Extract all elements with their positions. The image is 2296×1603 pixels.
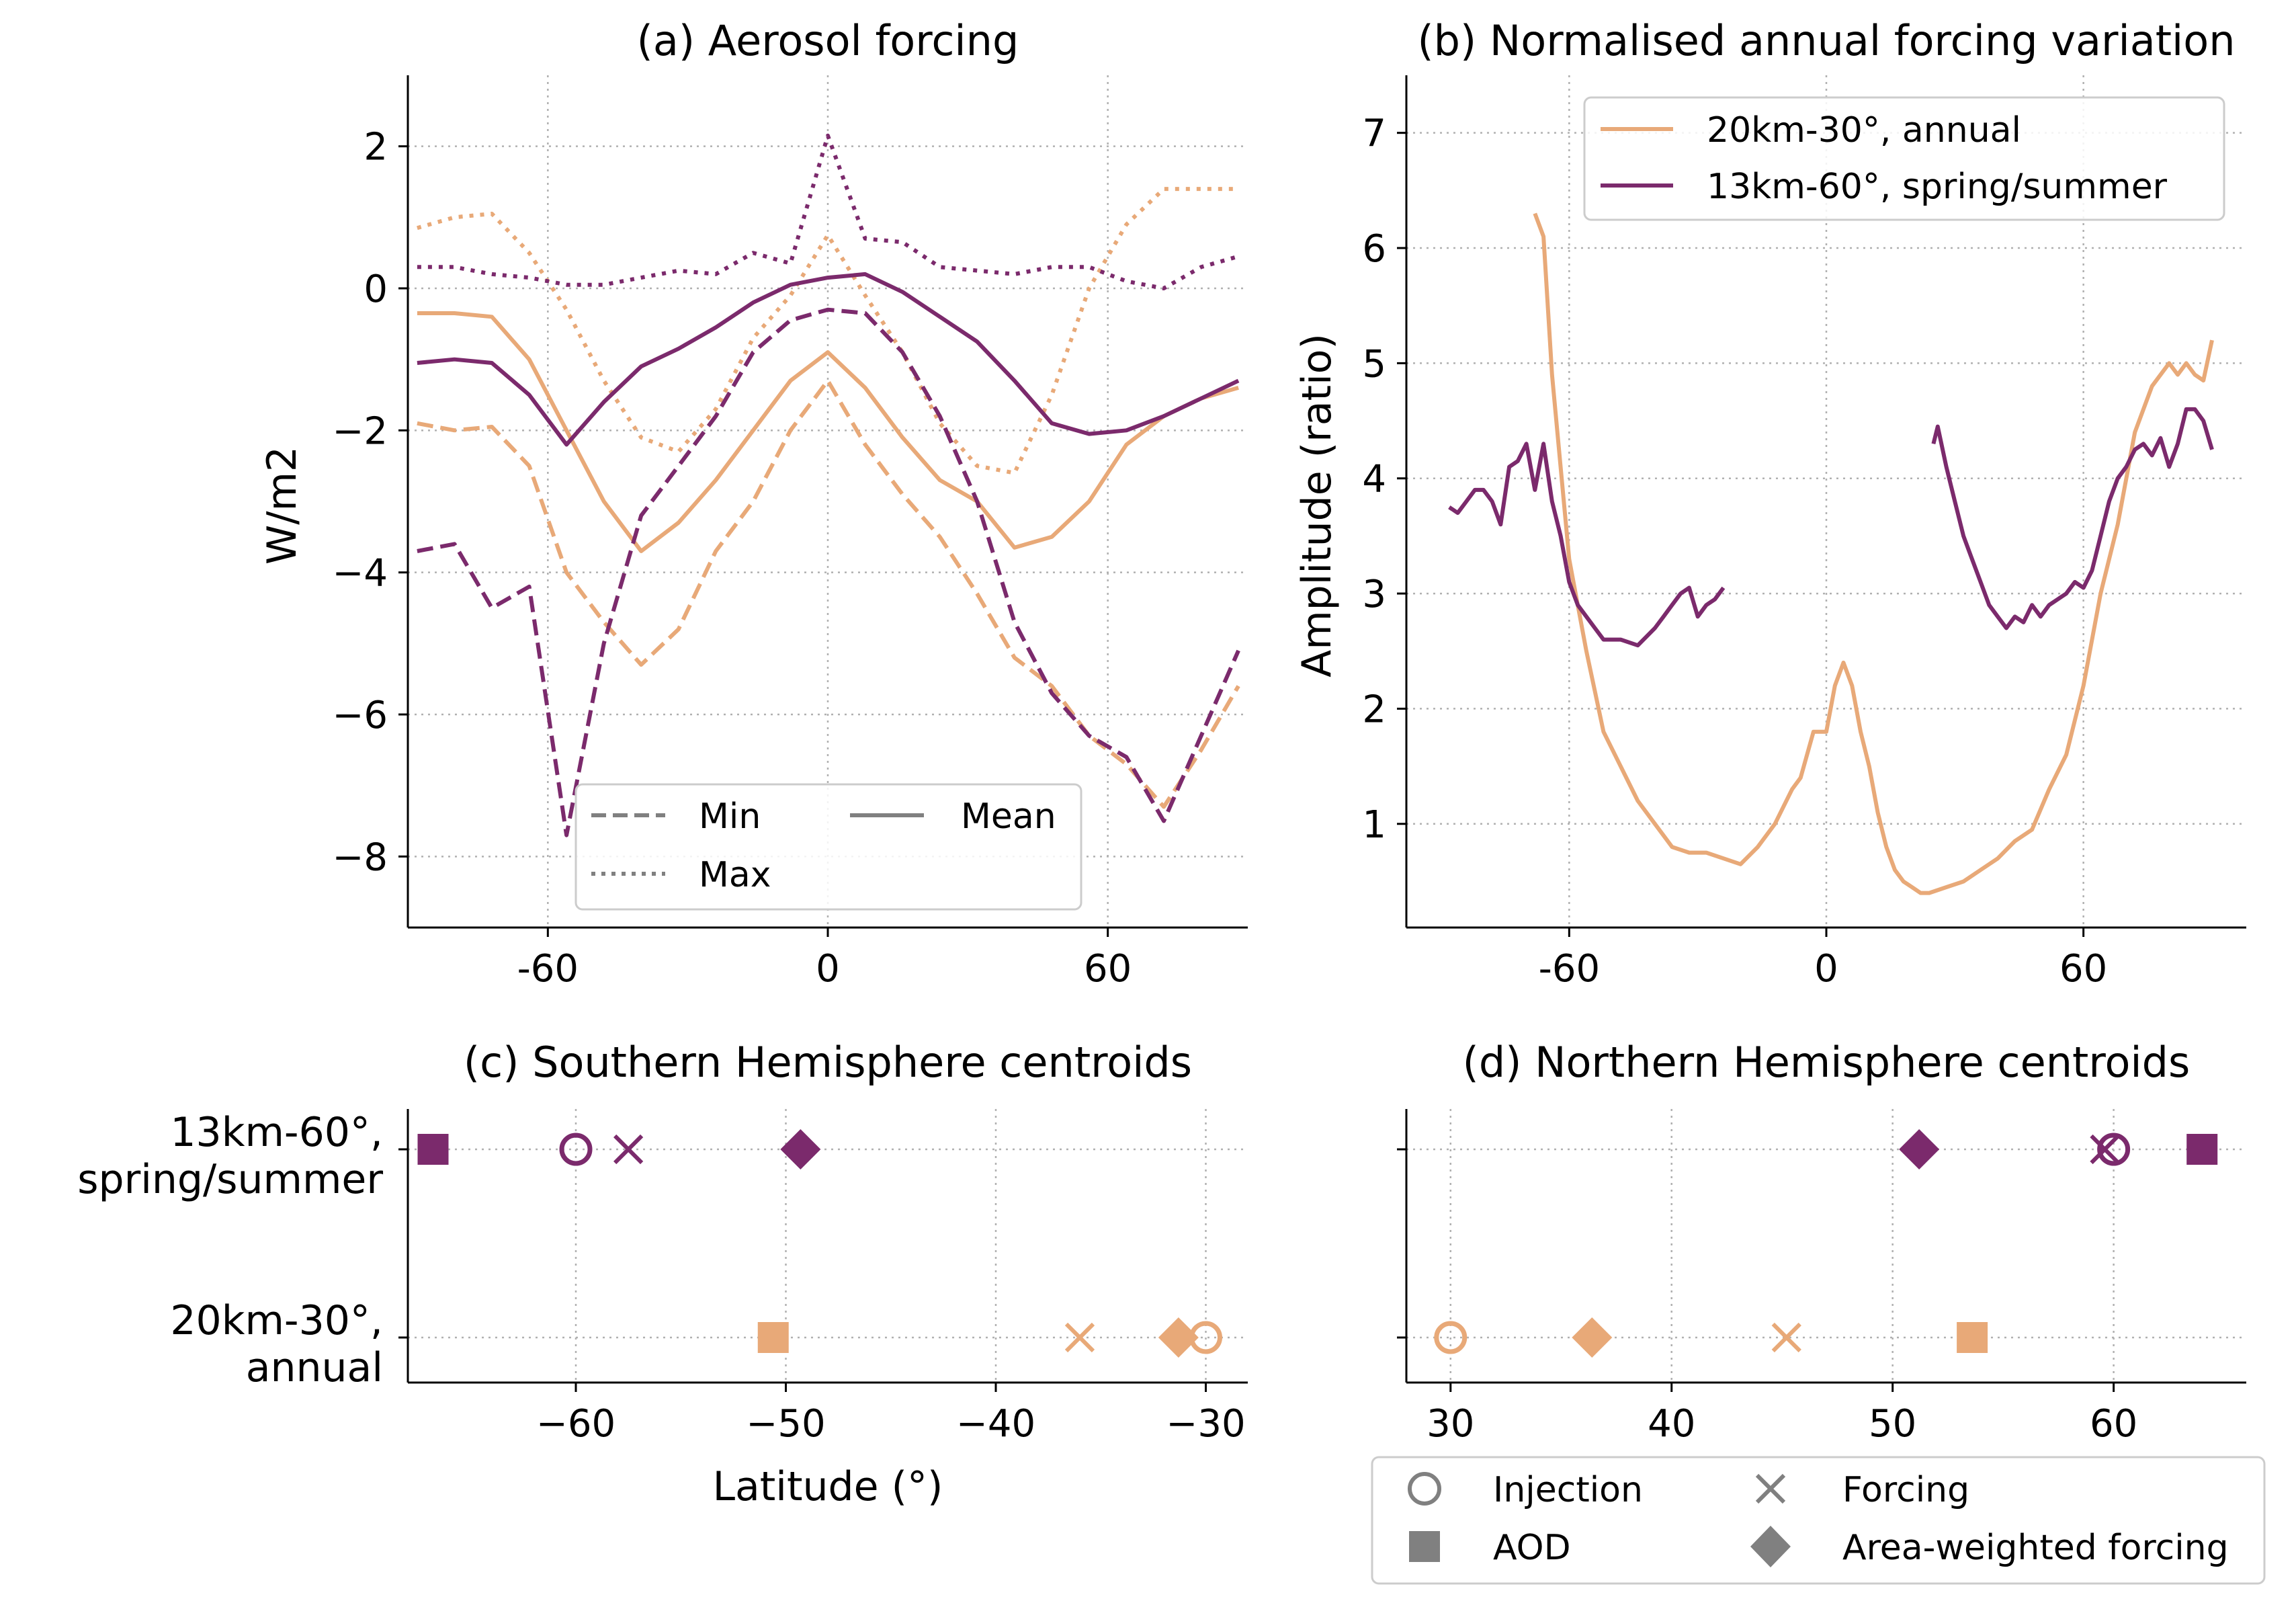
panel-b-title: (b) Normalised annual forcing variation	[1417, 16, 2235, 65]
marker-area-weighted-forcing	[1899, 1129, 1940, 1169]
panel-d-xtick-label: 60	[2090, 1402, 2137, 1446]
legend-aod-label: AOD	[1493, 1528, 1571, 1568]
marker-injection	[559, 1133, 593, 1166]
marker-area-weighted-forcing	[1158, 1317, 1199, 1358]
marker-area-weighted-forcing	[780, 1129, 821, 1169]
panel-c-xtick-label: −50	[746, 1402, 825, 1446]
panel-b-xtick-label: 0	[1814, 947, 1838, 991]
plot-layer: -60 0 60 2 0 −2 −4 −6 −8 -60 0 60 7 6 5 4 3 2 1 −60 −50 −40 −3…	[332, 75, 2246, 1446]
category-label-20km-line1: 20km-30°,	[170, 1297, 383, 1344]
marker-legend: Injection Forcing AOD Area-weighted forc…	[1371, 1456, 2266, 1585]
panel-c-xlabel: Latitude (°)	[713, 1463, 943, 1510]
panel-a-series-line-1	[417, 378, 1240, 809]
marker-forcing	[1064, 1322, 1095, 1353]
panel-b-ytick-label: 3	[1362, 573, 1386, 616]
panel-a-ylabel: W/m2	[259, 446, 306, 565]
marker-aod	[417, 1134, 449, 1165]
panel-c-title: (c) Southern Hemisphere centroids	[464, 1038, 1192, 1087]
legend-injection-marker	[1408, 1472, 1441, 1506]
panel-a-ytick-label: −6	[332, 694, 388, 737]
panel-a-xtick-label: 60	[1084, 947, 1132, 991]
panel-d-xtick-label: 30	[1427, 1402, 1474, 1446]
panel-a-ytick-label: −4	[332, 552, 388, 595]
legend-20km-label: 20km-30°, annual	[1707, 110, 2021, 151]
marker-aod	[2186, 1134, 2218, 1165]
panel-b-xtick-label: 60	[2059, 947, 2107, 991]
category-label-13km-line2: spring/summer	[77, 1156, 383, 1203]
category-label-13km-line1: 13km-60°,	[170, 1109, 383, 1156]
marker-forcing	[613, 1134, 644, 1165]
panel-d-xtick-label: 50	[1869, 1402, 1916, 1446]
panel-b-ytick-label: 2	[1362, 688, 1386, 731]
panel-d-title: (d) Northern Hemisphere centroids	[1463, 1038, 2191, 1087]
panel-c-xtick-label: −30	[1166, 1402, 1245, 1446]
panel-b-series-line-0	[1533, 212, 2214, 895]
legend-area-weighted-marker	[1750, 1526, 1791, 1567]
panel-a-ytick-label: −8	[332, 835, 388, 879]
panel-b-ytick-label: 7	[1362, 112, 1386, 156]
category-label-20km-line2: annual	[246, 1344, 383, 1391]
legend-min-label: Min	[699, 796, 761, 837]
marker-forcing	[1771, 1322, 1801, 1353]
panel-d-xtick-label: 40	[1648, 1402, 1695, 1446]
panel-b-series-line-1	[1931, 407, 2214, 630]
legend-injection-label: Injection	[1493, 1470, 1643, 1510]
legend-forcing-label: Forcing	[1842, 1470, 1969, 1510]
marker-aod	[757, 1322, 789, 1353]
panel-a-series-line-5	[417, 133, 1239, 290]
marker-aod	[1957, 1322, 1988, 1353]
legend-aod-marker	[1409, 1531, 1440, 1562]
legend-13km-label: 13km-60°, spring/summer	[1707, 167, 2168, 207]
marker-injection	[2097, 1133, 2131, 1166]
panel-b-ytick-label: 5	[1362, 342, 1386, 386]
panel-b-ytick-label: 1	[1362, 803, 1386, 847]
panel-a-ytick-label: 0	[364, 268, 388, 311]
panel-c-xtick-label: −40	[956, 1402, 1035, 1446]
panel-a-ytick-label: −2	[332, 409, 388, 453]
panel-a-ytick-label: 2	[364, 126, 388, 169]
panel-a-series-line-0	[417, 311, 1239, 553]
panel-b-series-line-1	[1448, 442, 1726, 648]
marker-injection	[1434, 1321, 1468, 1354]
panel-b-ytick-label: 6	[1362, 227, 1386, 271]
panel-a-legend: Min Max Mean	[575, 783, 1082, 911]
panel-a-xtick-label: 0	[816, 947, 840, 991]
panel-a-series-line-4	[417, 307, 1240, 837]
legend-mean-label: Mean	[961, 796, 1056, 837]
panel-b-xtick-label: -60	[1539, 947, 1600, 991]
marker-forcing	[2090, 1134, 2120, 1165]
panel-a-series-line-2	[417, 187, 1239, 475]
panel-a-series-line-3	[417, 272, 1240, 447]
legend-forcing-marker	[1755, 1473, 1786, 1504]
panel-b-ylabel: Amplitude (ratio)	[1293, 333, 1341, 677]
marker-area-weighted-forcing	[1572, 1317, 1613, 1358]
panel-b-legend: 20km-30°, annual 13km-60°, spring/summer	[1583, 96, 2225, 221]
panel-b-ytick-label: 4	[1362, 458, 1386, 501]
panel-a-title: (a) Aerosol forcing	[637, 16, 1019, 65]
legend-area-weighted-label: Area-weighted forcing	[1842, 1528, 2229, 1568]
legend-max-label: Max	[699, 855, 771, 895]
panel-a-xtick-label: -60	[517, 947, 579, 991]
panel-c-xtick-label: −60	[536, 1402, 615, 1446]
